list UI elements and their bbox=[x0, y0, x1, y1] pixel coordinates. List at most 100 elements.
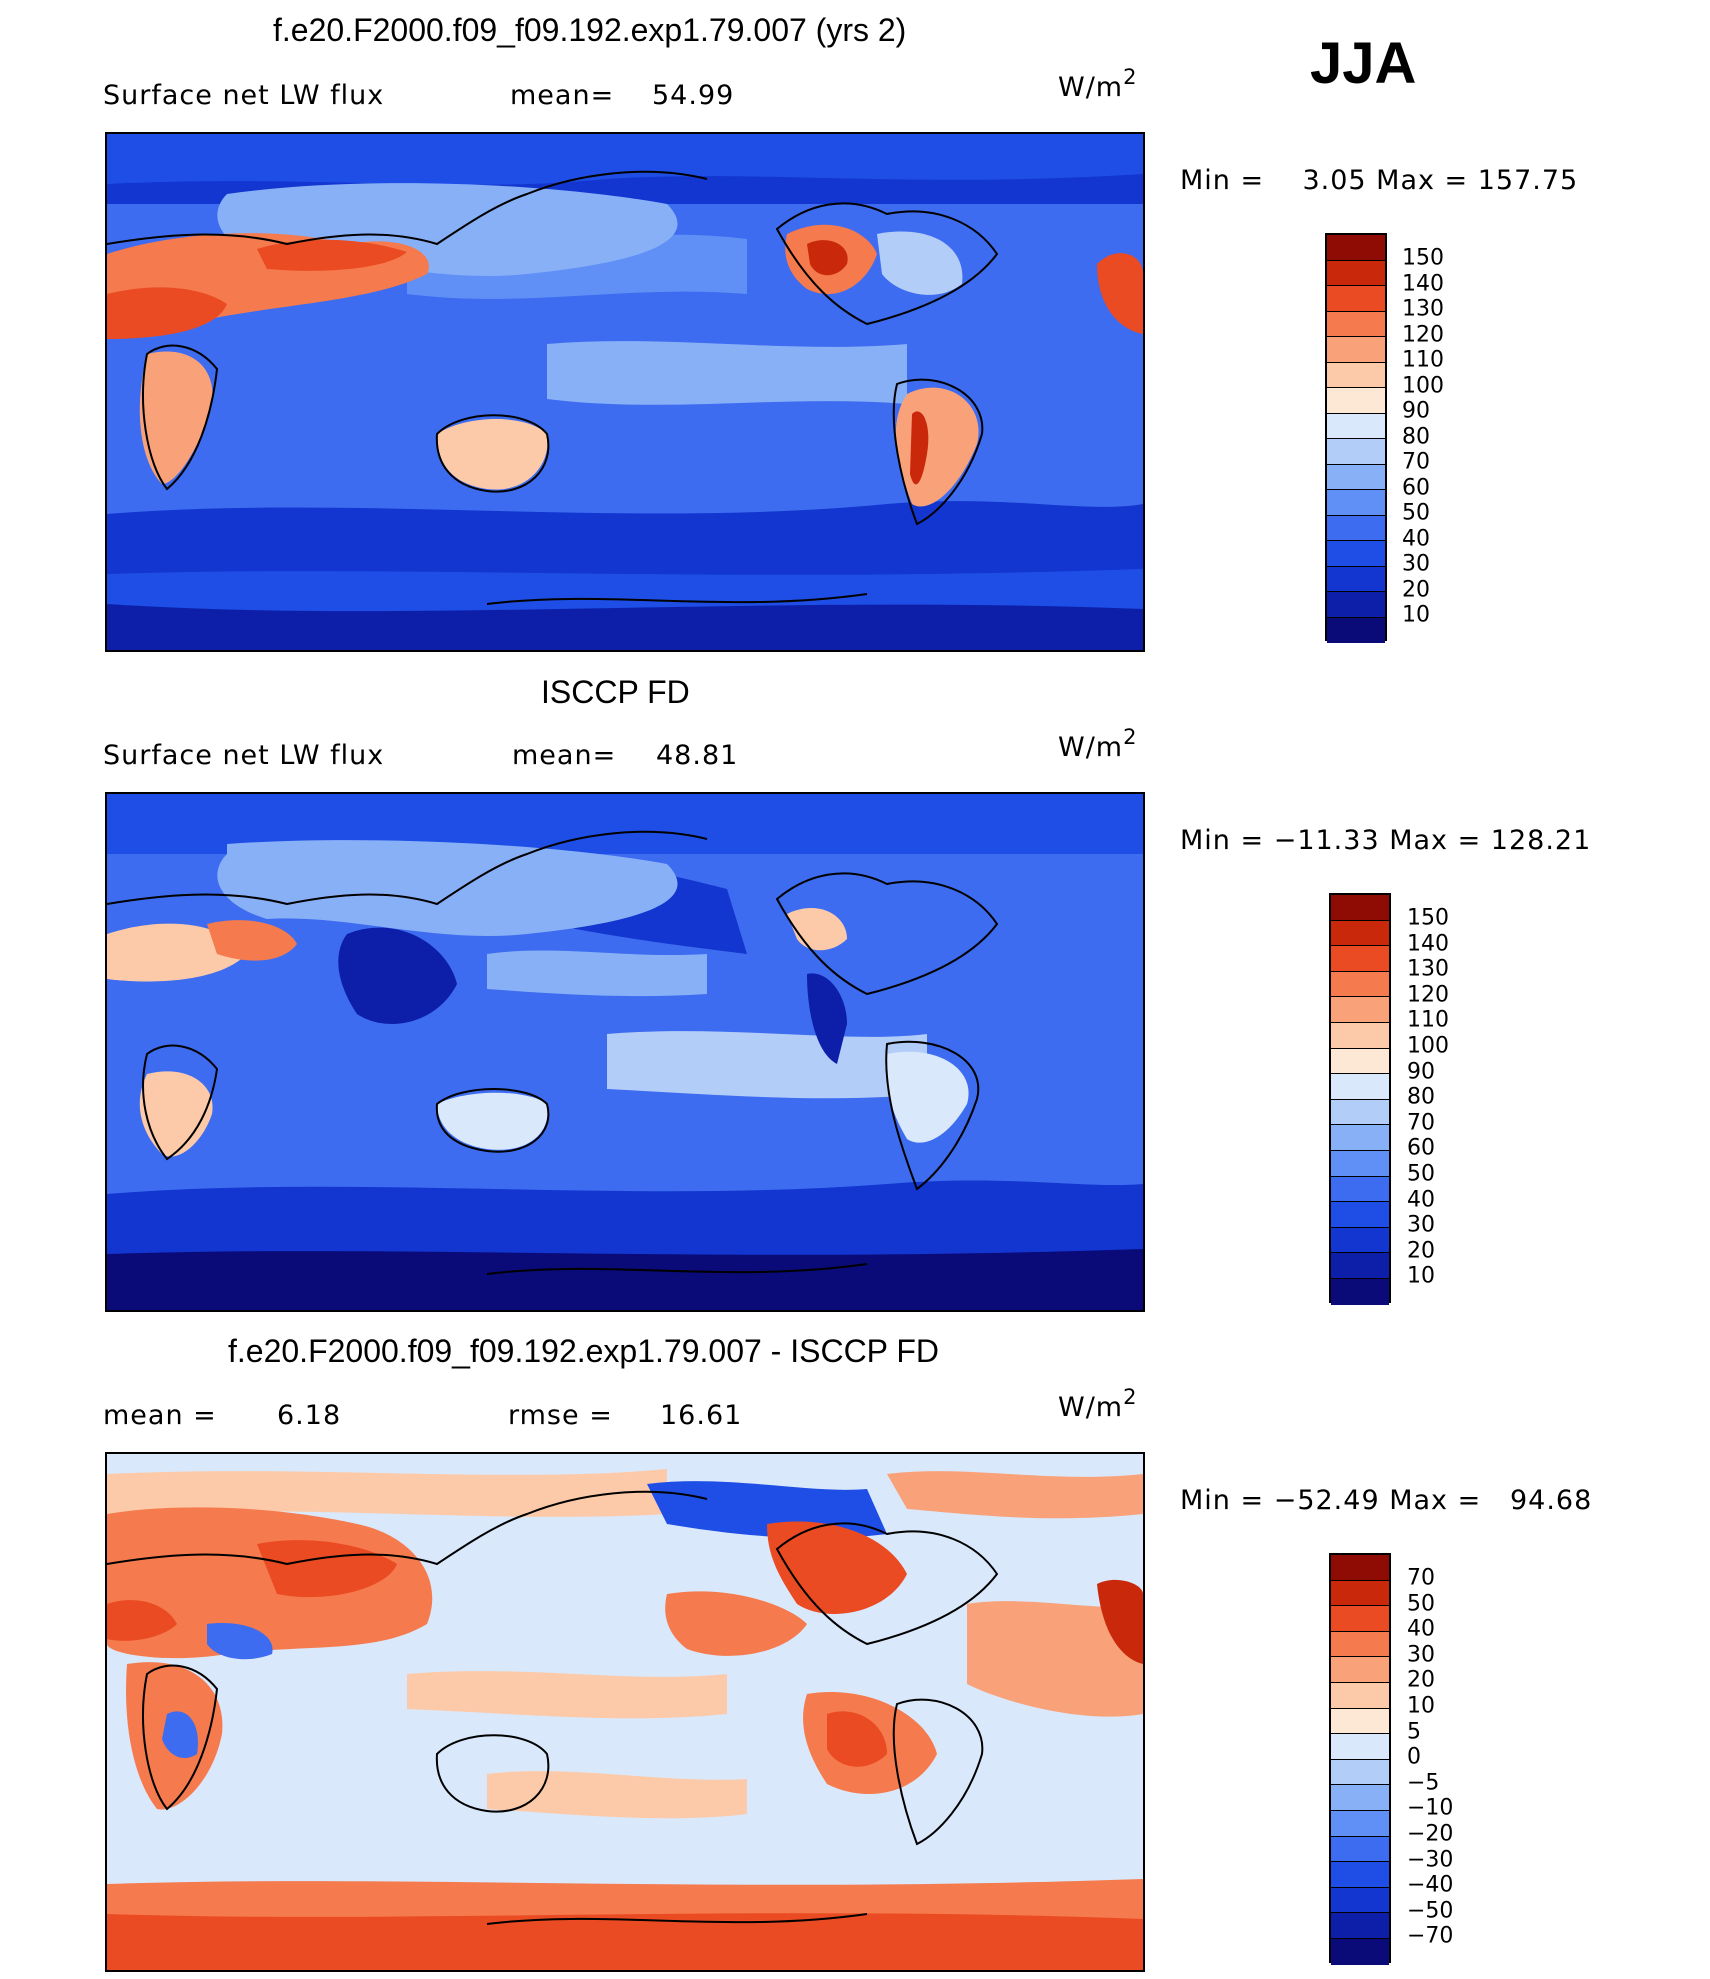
panel3-colorbar-bin bbox=[1331, 1913, 1389, 1939]
panel2-colorbar-bin bbox=[1331, 1176, 1389, 1203]
panel2-map bbox=[105, 792, 1145, 1312]
panel1-variable-label: Surface net LW flux bbox=[103, 80, 385, 111]
panel2-colorbar-bin bbox=[1331, 997, 1389, 1023]
panel3-colorbar-bin bbox=[1331, 1555, 1389, 1581]
panel2-minmax: Min = −11.33 Max = 128.21 bbox=[1180, 825, 1592, 856]
panel1-mean-value: 54.99 bbox=[652, 80, 735, 111]
panel2-colorbar-bin bbox=[1331, 1074, 1389, 1100]
panel3-minmax: Min = −52.49 Max = 94.68 bbox=[1180, 1485, 1593, 1516]
colorbar-tick: 130 bbox=[1407, 956, 1449, 982]
panel3-colorbar-bin bbox=[1331, 1682, 1389, 1709]
panel3-colorbar-bin bbox=[1331, 1862, 1389, 1888]
panel3-colorbar-bin bbox=[1331, 1631, 1389, 1658]
panel3-colorbar-bin bbox=[1331, 1734, 1389, 1760]
panel3-colorbar-bin bbox=[1331, 1785, 1389, 1811]
panel1-colorbar-bin bbox=[1327, 388, 1385, 414]
panel1-colorbar-bin bbox=[1327, 260, 1385, 286]
panel3-units: W/m2 bbox=[1058, 1385, 1138, 1423]
panel3-colorbar-bin bbox=[1331, 1887, 1389, 1914]
panel1-colorbar-bin bbox=[1327, 617, 1385, 643]
panel2-title: ISCCP FD bbox=[541, 674, 690, 710]
colorbar-tick: 130 bbox=[1402, 296, 1444, 322]
colorbar-tick: 120 bbox=[1402, 322, 1444, 347]
colorbar-tick: 50 bbox=[1402, 500, 1430, 526]
panel2-variable-label: Surface net LW flux bbox=[103, 740, 385, 771]
colorbar-tick: −20 bbox=[1407, 1821, 1454, 1847]
panel3-colorbar-bin bbox=[1331, 1708, 1389, 1735]
panel3-mean-value: 6.18 bbox=[277, 1400, 342, 1431]
colorbar-tick: 10 bbox=[1402, 602, 1430, 628]
panel3-title: f.e20.F2000.f09_f09.192.exp1.79.007 - IS… bbox=[228, 1333, 939, 1369]
panel1-colorbar-bin bbox=[1327, 566, 1385, 592]
panel1-units: W/m2 bbox=[1058, 65, 1138, 103]
panel2-colorbar-bin bbox=[1331, 1099, 1389, 1126]
panel1-colorbar-bin bbox=[1327, 286, 1385, 312]
panel3-colorbar-bin bbox=[1331, 1657, 1389, 1683]
panel2-colorbar-bin bbox=[1331, 1048, 1389, 1075]
panel1-colorbar-bin bbox=[1327, 413, 1385, 439]
colorbar-tick: 80 bbox=[1407, 1084, 1435, 1110]
season-label: JJA bbox=[1310, 31, 1417, 96]
panel3-rmse-label: rmse = bbox=[508, 1400, 613, 1431]
colorbar-tick: 100 bbox=[1402, 373, 1444, 398]
colorbar-tick: 10 bbox=[1407, 1263, 1435, 1289]
panel3-colorbar-bin bbox=[1331, 1759, 1389, 1786]
panel3-colorbar-bin bbox=[1331, 1606, 1389, 1632]
colorbar-tick: 150 bbox=[1407, 905, 1449, 931]
colorbar-tick: 20 bbox=[1407, 1238, 1435, 1264]
colorbar-tick: −50 bbox=[1407, 1898, 1454, 1924]
panel3-colorbar-ticks: 70 50 40 30 20 10 5 0 −5 −10 −20 −30 −40… bbox=[1407, 1566, 1487, 1962]
colorbar-tick: 20 bbox=[1407, 1667, 1435, 1693]
panel2-colorbar-bin bbox=[1331, 1227, 1389, 1254]
panel2-colorbar-bin bbox=[1331, 1202, 1389, 1228]
panel2-colorbar-bin bbox=[1331, 1125, 1389, 1151]
panel3-mean-label: mean = bbox=[103, 1400, 217, 1431]
panel3-colorbar-bin bbox=[1331, 1810, 1389, 1837]
panel1-colorbar-bin bbox=[1327, 235, 1385, 261]
panel2-colorbar-bin bbox=[1331, 946, 1389, 972]
colorbar-tick: 50 bbox=[1407, 1161, 1435, 1187]
panel1-colorbar-ticks: 150 140 130 120 110 100 90 80 70 60 50 4… bbox=[1402, 246, 1482, 640]
panel1-colorbar-bin bbox=[1327, 515, 1385, 541]
panel3-map bbox=[105, 1452, 1145, 1972]
colorbar-tick: 30 bbox=[1407, 1642, 1435, 1668]
colorbar-tick: 40 bbox=[1407, 1616, 1435, 1642]
panel2-mean-value: 48.81 bbox=[656, 740, 739, 771]
panel1-title: f.e20.F2000.f09_f09.192.exp1.79.007 (yrs… bbox=[273, 12, 907, 48]
colorbar-tick: 90 bbox=[1402, 398, 1430, 424]
panel3-rmse-value: 16.61 bbox=[660, 1400, 743, 1431]
panel2-colorbar bbox=[1329, 893, 1391, 1305]
panel2-colorbar-bin bbox=[1331, 1278, 1389, 1305]
panel1-mean-label: mean= bbox=[510, 80, 615, 111]
colorbar-tick: −5 bbox=[1407, 1770, 1440, 1796]
panel1-colorbar-bin bbox=[1327, 541, 1385, 567]
colorbar-tick: 120 bbox=[1407, 982, 1449, 1008]
colorbar-tick: 50 bbox=[1407, 1591, 1435, 1617]
panel1-colorbar-bin bbox=[1327, 311, 1385, 337]
panel2-colorbar-ticks: 150 140 130 120 110 100 90 80 70 60 50 4… bbox=[1407, 906, 1487, 1302]
panel1-minmax: Min = 3.05 Max = 157.75 bbox=[1180, 165, 1579, 196]
colorbar-tick: 0 bbox=[1407, 1744, 1421, 1770]
panel1-colorbar-bin bbox=[1327, 362, 1385, 388]
colorbar-tick: 20 bbox=[1402, 577, 1430, 602]
colorbar-tick: 30 bbox=[1407, 1212, 1435, 1238]
colorbar-tick: 30 bbox=[1402, 551, 1430, 577]
colorbar-tick: 40 bbox=[1407, 1187, 1435, 1213]
panel1-colorbar-bin bbox=[1327, 439, 1385, 465]
colorbar-tick: 150 bbox=[1402, 245, 1444, 271]
colorbar-tick: 40 bbox=[1402, 526, 1430, 551]
colorbar-tick: −10 bbox=[1407, 1795, 1454, 1821]
colorbar-tick: −30 bbox=[1407, 1847, 1454, 1873]
colorbar-tick: 60 bbox=[1402, 475, 1430, 500]
panel3-colorbar-bin bbox=[1331, 1938, 1389, 1965]
panel2-colorbar-bin bbox=[1331, 920, 1389, 947]
colorbar-tick: 90 bbox=[1407, 1059, 1435, 1085]
colorbar-tick: 5 bbox=[1407, 1719, 1421, 1745]
colorbar-tick: 140 bbox=[1407, 931, 1449, 957]
colorbar-tick: 100 bbox=[1407, 1033, 1449, 1059]
panel2-colorbar-bin bbox=[1331, 1022, 1389, 1049]
panel1-colorbar-bin bbox=[1327, 592, 1385, 618]
panel1-map bbox=[105, 132, 1145, 652]
panel2-colorbar-bin bbox=[1331, 1253, 1389, 1279]
panel2-colorbar-bin bbox=[1331, 895, 1389, 921]
